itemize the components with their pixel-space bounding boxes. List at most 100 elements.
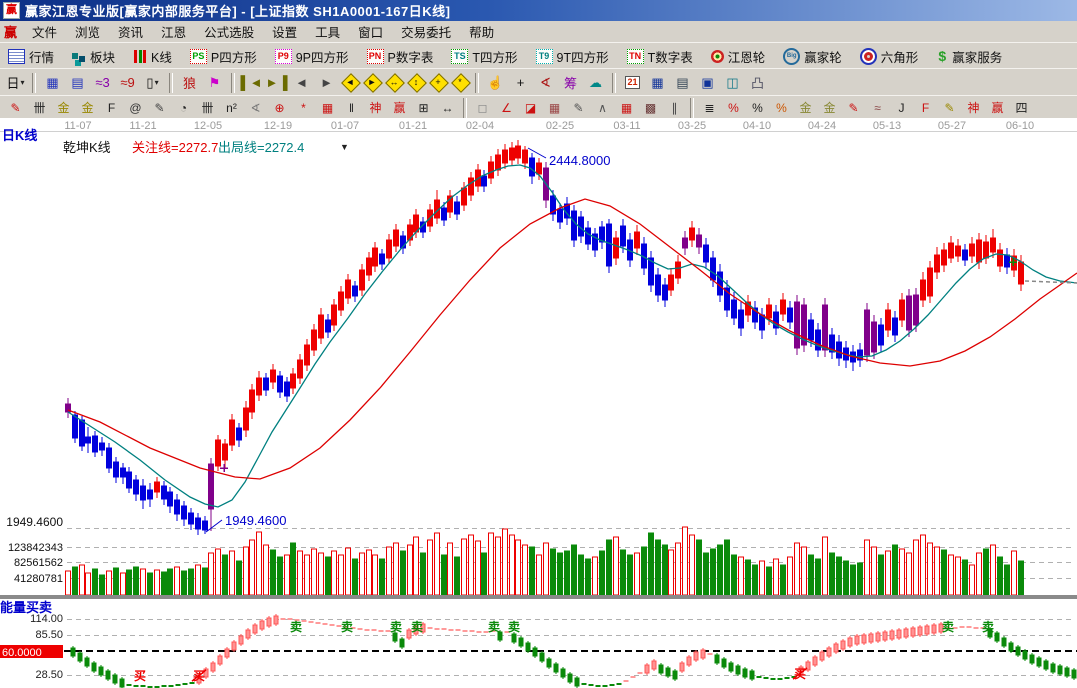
menu-tools[interactable]: 工具: [315, 26, 341, 40]
winner-wheel-button[interactable]: 赢家轮: [781, 45, 844, 67]
nav-prev-button[interactable]: ◄: [290, 72, 313, 94]
draw-fibo-f[interactable]: F: [100, 98, 123, 118]
period-day-button[interactable]: 日 ▾: [4, 72, 27, 94]
draw-gold-comb-1[interactable]: 金: [52, 98, 75, 118]
draw-shen-line[interactable]: 神: [962, 98, 985, 118]
pan-right-diamond[interactable]: ►: [362, 72, 382, 93]
wave-3-button[interactable]: ≈3: [91, 72, 114, 94]
draw-n-square[interactable]: n²: [220, 98, 243, 118]
info-list-button[interactable]: ▤: [66, 72, 89, 94]
chip-tool-button[interactable]: 筹: [559, 72, 582, 94]
draw-grid-frame[interactable]: ▩: [639, 98, 662, 118]
zoom-fit-diamond[interactable]: *: [450, 72, 470, 93]
draw-percent[interactable]: %: [746, 98, 769, 118]
draw-ink-brush[interactable]: ✎: [842, 98, 865, 118]
p-number-table-button[interactable]: PN P数字表: [365, 45, 436, 67]
sectors-button[interactable]: 板块: [70, 45, 117, 67]
menu-gann[interactable]: 江恩: [161, 26, 187, 40]
draw-grid-red[interactable]: ▦: [615, 98, 638, 118]
draw-k-count[interactable]: ‖: [340, 98, 363, 118]
quotes-button[interactable]: 行情: [6, 45, 56, 67]
candle-style-button[interactable]: ▯ ▾: [141, 72, 164, 94]
draw-zigzag[interactable]: ∧: [591, 98, 614, 118]
t-square-button[interactable]: TS T四方形: [449, 45, 519, 67]
nine-p-square-button[interactable]: P9 9P四方形: [273, 45, 351, 67]
draw-price-grid[interactable]: ▦: [543, 98, 566, 118]
draw-marker-pen[interactable]: ✎: [148, 98, 171, 118]
overlay-view-button[interactable]: ▦: [41, 72, 64, 94]
save-button[interactable]: ▣: [696, 72, 719, 94]
volume-bar: [780, 564, 786, 596]
draw-span-arrow[interactable]: ↔: [436, 98, 459, 118]
draw-cycle-circle[interactable]: ◔: [172, 98, 195, 118]
flag-marker-button[interactable]: ⚑: [203, 72, 226, 94]
menu-news[interactable]: 资讯: [118, 26, 144, 40]
draw-ying[interactable]: 赢: [388, 98, 411, 118]
nav-first-button[interactable]: ▌◄: [240, 72, 263, 94]
hexagon-button[interactable]: 六角形: [858, 45, 921, 67]
notes-button[interactable]: ▤: [671, 72, 694, 94]
cloud-tool-button[interactable]: ☁: [584, 72, 607, 94]
expand-x-diamond[interactable]: ↔: [384, 72, 404, 93]
p-square-button[interactable]: PS P四方形: [188, 45, 259, 67]
menu-help[interactable]: 帮助: [469, 26, 495, 40]
wave-9-button[interactable]: ≈9: [116, 72, 139, 94]
network-button[interactable]: ◫: [721, 72, 744, 94]
draw-spider-web[interactable]: *: [292, 98, 315, 118]
draw-gold-pencil[interactable]: ✎: [938, 98, 961, 118]
nav-last-button[interactable]: ►▐: [265, 72, 288, 94]
menu-file[interactable]: 文件: [32, 26, 58, 40]
menu-trade-order[interactable]: 交易委托: [401, 26, 452, 40]
angle-tool-button[interactable]: ∢: [534, 72, 557, 94]
draw-ying-line[interactable]: 赢: [986, 98, 1009, 118]
draw-scale-bars[interactable]: ≣: [698, 98, 721, 118]
wolf-kline-button[interactable]: 狼: [178, 72, 201, 94]
kline-chart[interactable]: 11-07 11-21 12-05 12-19 01-07 01-21 02-04 02-25…: [0, 118, 1077, 688]
draw-fan-grid[interactable]: ◪: [519, 98, 542, 118]
nav-next-button[interactable]: ►: [315, 72, 338, 94]
draw-gold-line[interactable]: 金: [818, 98, 841, 118]
draw-ray-fan[interactable]: ∠: [495, 98, 518, 118]
nine-t-square-button[interactable]: T9 9T四方形: [534, 45, 611, 67]
draw-j-line[interactable]: J: [890, 98, 913, 118]
zoom-in-diamond[interactable]: +: [428, 72, 448, 93]
menu-settings[interactable]: 设置: [272, 26, 298, 40]
chart-area[interactable]: 11-07 11-21 12-05 12-19 01-07 01-21 02-04 02-25…: [0, 118, 1077, 688]
draw-gold-circle[interactable]: 金: [794, 98, 817, 118]
draw-frame[interactable]: ◻: [471, 98, 494, 118]
draw-spiral[interactable]: @: [124, 98, 147, 118]
indicator-candle: [266, 617, 272, 627]
menu-window[interactable]: 窗口: [358, 26, 384, 40]
menu-formula-picker[interactable]: 公式选股: [204, 26, 255, 40]
draw-percent-line[interactable]: %: [770, 98, 793, 118]
draw-comb-2[interactable]: 卌: [196, 98, 219, 118]
expand-y-diamond[interactable]: ↕: [406, 72, 426, 93]
crosshair-button[interactable]: +: [509, 72, 532, 94]
draw-parallel-lines[interactable]: ∥: [663, 98, 686, 118]
draw-ruler-123[interactable]: ⊞: [412, 98, 435, 118]
winner-service-button[interactable]: 赢家服务: [934, 45, 1004, 67]
draw-four-line[interactable]: 四: [1010, 98, 1033, 118]
gann-wheel-button[interactable]: 江恩轮: [709, 45, 768, 67]
draw-angle-flag[interactable]: ∢: [244, 98, 267, 118]
draw-shen[interactable]: 神: [364, 98, 387, 118]
draw-gold-comb-2[interactable]: 金: [76, 98, 99, 118]
draw-f-line[interactable]: F: [914, 98, 937, 118]
draw-brush-red[interactable]: ✎: [4, 98, 27, 118]
draw-web-grid[interactable]: ▦: [316, 98, 339, 118]
draw-time-comb[interactable]: 卌: [28, 98, 51, 118]
menu-browse[interactable]: 浏览: [75, 26, 101, 40]
draw-percent-cut[interactable]: %: [722, 98, 745, 118]
volume-bar: [997, 556, 1003, 596]
candle-body: [724, 287, 730, 311]
hand-tool-button[interactable]: ☝: [484, 72, 507, 94]
calculator-button[interactable]: ▦: [646, 72, 669, 94]
pan-left-diamond[interactable]: ◄: [340, 72, 360, 93]
draw-gann-target[interactable]: ⊕: [268, 98, 291, 118]
t-number-table-button[interactable]: TN T数字表: [625, 45, 695, 67]
calendar-button[interactable]: 21: [621, 72, 644, 94]
kline-button[interactable]: K线: [131, 45, 174, 67]
draw-trend-pen[interactable]: ✎: [567, 98, 590, 118]
print-button[interactable]: 凸: [746, 72, 769, 94]
draw-band[interactable]: ≈: [866, 98, 889, 118]
